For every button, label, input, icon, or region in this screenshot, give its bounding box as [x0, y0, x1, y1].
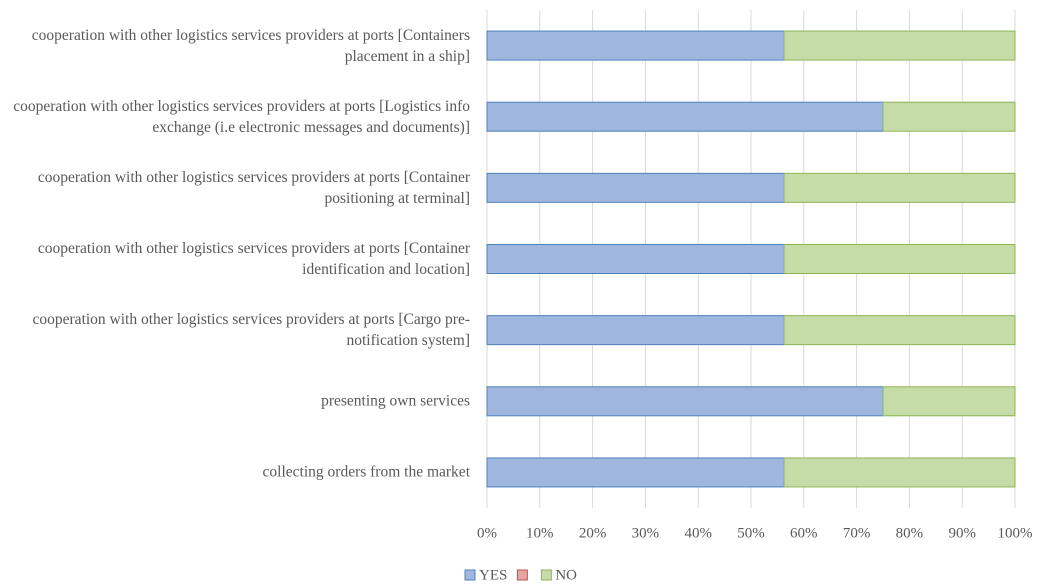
x-tick-label: 80%: [896, 525, 924, 541]
bar-segment: [486, 30, 785, 61]
bar-segment: [486, 101, 884, 132]
bar-segment: [486, 457, 785, 488]
x-tick-label: 90%: [948, 525, 976, 541]
y-tick-label: cooperation with other logistics service…: [37, 240, 470, 278]
x-tick-label: 30%: [632, 525, 660, 541]
bar-segment: [882, 101, 1016, 132]
y-tick-label: cooperation with other logistics service…: [31, 26, 470, 65]
bar-segment: [783, 457, 1016, 488]
x-tick-label: 70%: [843, 525, 871, 541]
bar-segment: [783, 244, 1016, 274]
legend-swatch: [464, 569, 476, 581]
x-tick-label: 10%: [526, 525, 554, 541]
bar-segment: [783, 172, 1016, 203]
y-tick-label: collecting orders from the market: [262, 463, 470, 481]
y-tick-label: cooperation with other logistics service…: [13, 97, 470, 136]
x-tick-label: 50%: [737, 525, 765, 541]
x-tick-label: 100%: [998, 525, 1033, 541]
legend-swatch: [540, 569, 552, 581]
legend-label: YES: [479, 567, 507, 583]
y-tick-label: cooperation with other logistics service…: [37, 168, 470, 207]
bar-segment: [882, 386, 1016, 417]
x-tick-label: 60%: [790, 525, 818, 541]
bar-segment: [486, 315, 785, 346]
x-tick-label: 20%: [579, 525, 607, 541]
bar-segment: [486, 244, 785, 274]
bar-segment: [783, 315, 1016, 346]
bar-segment: [486, 386, 884, 417]
y-tick-label: cooperation with other logistics service…: [32, 311, 470, 350]
bar-segment: [486, 172, 785, 203]
y-tick-label: presenting own services: [321, 392, 470, 410]
x-tick-label: 0%: [477, 525, 497, 541]
bar-segment: [783, 30, 1016, 61]
legend-label: NO: [555, 567, 577, 583]
legend-swatch: [516, 569, 528, 581]
x-tick-label: 40%: [684, 525, 712, 541]
